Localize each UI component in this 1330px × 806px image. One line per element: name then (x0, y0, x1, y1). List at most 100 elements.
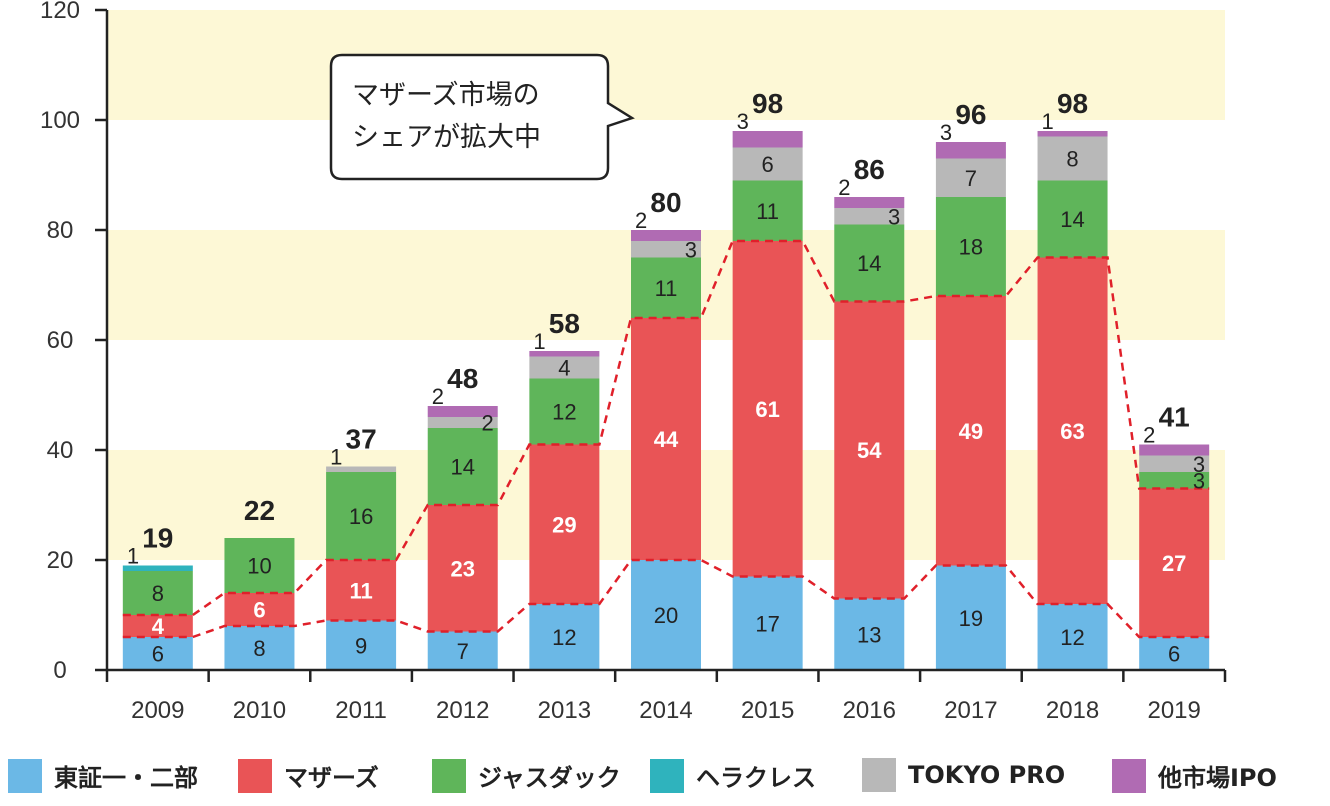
x-tick-label-2019: 2019 (1147, 697, 1200, 724)
bar-2019-s1 (1139, 488, 1210, 637)
bar-2012-s1 (427, 505, 498, 632)
x-tick-label-2013: 2013 (538, 697, 591, 724)
bar-2019-s0 (1139, 637, 1210, 670)
x-tick-label-2009: 2009 (131, 697, 184, 724)
legend-swatch-hercules (650, 758, 684, 793)
legend-item-mothers: マザーズ (238, 758, 379, 793)
x-tick-label-2018: 2018 (1046, 697, 1099, 724)
band-2 (107, 10, 1225, 120)
legend-item-tosho: 東証一・二部 (8, 758, 198, 793)
segment-label-2015-s5: 3 (737, 109, 749, 134)
segment-label-2017-s4: 7 (965, 166, 977, 191)
bar-2009-s2 (122, 571, 193, 615)
segment-label-2015-s2: 11 (756, 199, 779, 224)
segment-label-2016-s2: 14 (857, 251, 881, 276)
legend-item-tokyopro: TOKYO PRO (862, 758, 1065, 792)
segment-label-2012-s0: 7 (457, 639, 469, 664)
y-tick-label-100: 100 (40, 107, 80, 134)
segment-label-2016-s1: 54 (857, 438, 882, 463)
legend-swatch-mothers (238, 758, 272, 793)
bar-2016-s4 (834, 208, 905, 225)
segment-label-2012-s5: 2 (432, 384, 444, 409)
bar-2011-s2 (326, 472, 397, 560)
bar-2017-s2 (935, 197, 1006, 296)
bar-2017-s5 (935, 142, 1006, 159)
bar-2019-s2 (1139, 472, 1210, 489)
bar-group (122, 131, 1210, 670)
bar-2018-s0 (1037, 604, 1108, 670)
bar-2016-s1 (834, 301, 905, 599)
bar-2018-s5 (1037, 131, 1108, 137)
legend-label-jasdaq: ジャスダック (478, 764, 621, 792)
legend-swatch-tokyopro (862, 758, 896, 792)
legend-label-mothers: マザーズ (284, 764, 379, 792)
bar-2015-s5 (732, 131, 803, 148)
bar-2010-s2 (224, 538, 295, 593)
total-label-2012: 48 (447, 363, 478, 394)
segment-label-2013-s2: 12 (552, 400, 576, 425)
bar-2009-s1 (122, 615, 193, 637)
y-tick-label-120: 120 (40, 0, 80, 24)
segment-label-2013-s5: 1 (533, 329, 545, 354)
segment-label-2009-s3: 1 (127, 544, 139, 569)
segment-label-2018-s4: 8 (1066, 147, 1078, 172)
x-tick-label-2012: 2012 (436, 697, 489, 724)
legend-item-other: 他市場IPO (1112, 758, 1277, 793)
segment-label-2017-s1: 49 (959, 419, 983, 444)
segment-label-2011-s0: 9 (355, 633, 367, 658)
bar-2015-s1 (732, 241, 803, 577)
callout-line-2: シェアが拡大中 (352, 122, 541, 153)
legend-swatch-tosho (8, 758, 42, 793)
legend-label-other: 他市場IPO (1158, 764, 1277, 792)
callout-bubble (329, 53, 635, 181)
total-label-2019: 41 (1159, 402, 1190, 433)
total-label-2014: 80 (650, 187, 681, 218)
segment-label-2014-s2: 11 (655, 276, 678, 301)
segment-label-2010-s1: 6 (253, 598, 265, 623)
bar-2015-s4 (732, 147, 803, 181)
x-tick-label-2011: 2011 (335, 697, 387, 724)
legend: 東証一・二部 マザーズ ジャスダック ヘラクレス TOKYO PRO 他市場IP… (0, 758, 1330, 802)
bar-2019-s5 (1139, 444, 1210, 456)
segment-label-2017-s0: 19 (959, 606, 983, 631)
x-tick-label-2010: 2010 (233, 697, 286, 724)
bar-2014-s5 (631, 230, 701, 241)
segment-label-2009-s1: 4 (152, 614, 165, 639)
segment-label-2013-s1: 29 (552, 512, 576, 537)
segment-label-2011-s2: 16 (349, 504, 373, 529)
bar-2010-s0 (224, 626, 295, 670)
segment-label-2014-s0: 20 (654, 603, 678, 628)
legend-swatch-other (1112, 758, 1146, 793)
bar-2013-s5 (529, 351, 600, 357)
segment-label-2014-s4: 3 (685, 237, 697, 262)
legend-label-tokyopro: TOKYO PRO (908, 761, 1066, 789)
segment-label-2009-s0: 6 (152, 642, 164, 667)
mothers-lower-guide (122, 558, 1210, 639)
bar-2013-s4 (529, 356, 600, 379)
bar-2013-s0 (529, 604, 600, 670)
segment-label-2010-s0: 8 (253, 636, 265, 661)
segment-labels: 6481861091116172314221229124120441132176… (127, 109, 1205, 667)
callout-line-1: マザーズ市場の (352, 80, 540, 111)
bar-2011-s0 (326, 620, 397, 670)
bar-2011-s4 (326, 466, 397, 472)
segment-label-2018-s1: 63 (1060, 419, 1084, 444)
bar-2012-s5 (427, 406, 498, 417)
bar-2017-s0 (935, 565, 1006, 670)
total-label-2018: 98 (1057, 88, 1088, 119)
segment-label-2018-s0: 12 (1060, 625, 1084, 650)
bar-2018-s2 (1037, 180, 1108, 258)
bar-2014-s0 (631, 560, 701, 670)
bar-2014-s4 (631, 241, 701, 258)
mothers-share-guides (122, 239, 1210, 639)
segment-label-2014-s5: 2 (635, 208, 647, 233)
segment-label-2009-s2: 8 (152, 581, 164, 606)
segment-label-2015-s1: 61 (755, 397, 779, 422)
segment-label-2015-s4: 6 (762, 152, 774, 177)
segment-label-2017-s2: 18 (959, 235, 983, 260)
legend-swatch-jasdaq (432, 758, 466, 793)
segment-label-2019-s4: 3 (1193, 452, 1205, 477)
segment-label-2019-s2: 3 (1193, 468, 1205, 493)
x-tick-label-2017: 2017 (944, 697, 997, 724)
total-label-2009: 19 (142, 523, 173, 554)
